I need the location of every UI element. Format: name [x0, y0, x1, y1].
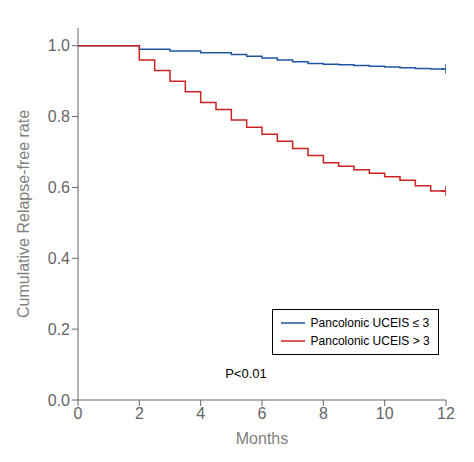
svg-text:8: 8 [319, 405, 328, 422]
svg-text:1.0: 1.0 [48, 37, 70, 54]
svg-text:0.4: 0.4 [48, 250, 70, 267]
svg-text:12: 12 [437, 405, 455, 422]
svg-text:4: 4 [196, 405, 205, 422]
svg-text:0.8: 0.8 [48, 108, 70, 125]
html-text:Pancolonic UCEIS > 3: Pancolonic UCEIS > 3 [310, 334, 430, 349]
html-text:Pancolonic UCEIS ≤ 3: Pancolonic UCEIS ≤ 3 [310, 316, 430, 331]
svg-text:10: 10 [376, 405, 394, 422]
svg-text:0.6: 0.6 [48, 179, 70, 196]
svg-text:6: 6 [258, 405, 267, 422]
svg-text:Months: Months [236, 430, 288, 447]
svg-text:0.2: 0.2 [48, 321, 70, 338]
html-text:P<0.01: P<0.01 [225, 366, 267, 382]
svg-text:Cumulative Relapse-free rate: Cumulative Relapse-free rate [15, 110, 32, 318]
svg-text:0: 0 [74, 405, 83, 422]
svg-text:0.0: 0.0 [48, 392, 70, 409]
svg-text:2: 2 [135, 405, 144, 422]
